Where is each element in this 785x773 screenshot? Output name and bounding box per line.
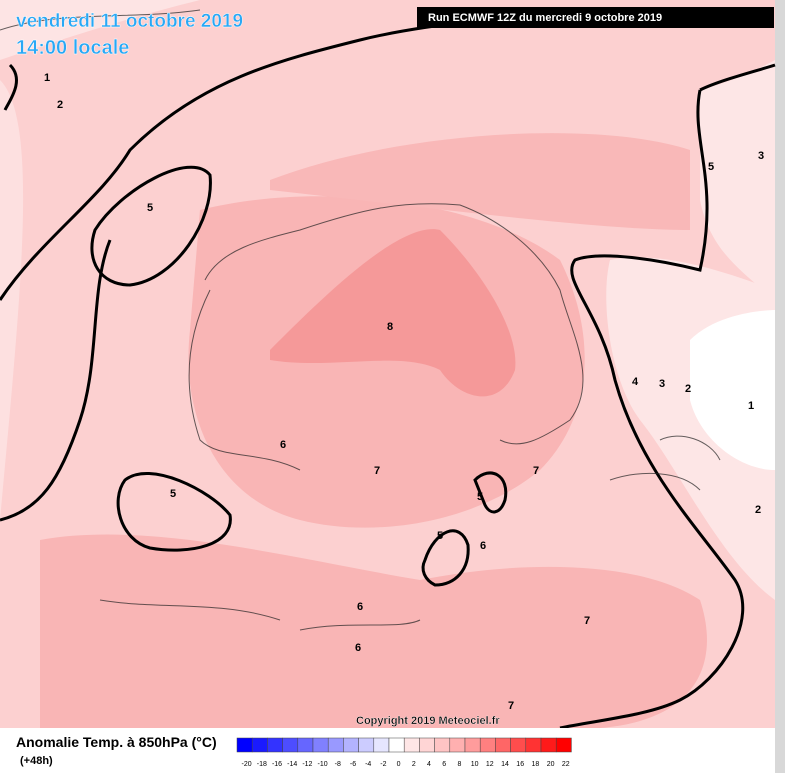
scale-label: -2 [380, 761, 386, 768]
scale-swatch [373, 737, 390, 753]
scale-swatch [343, 737, 359, 753]
scale-label: -12 [302, 761, 312, 768]
legend-lead: (+48h) [20, 755, 53, 767]
scale-swatch [358, 737, 375, 753]
scale-label: 18 [532, 761, 540, 768]
scale-swatch [510, 737, 527, 753]
scale-swatch [464, 737, 481, 753]
light-zone [700, 60, 775, 300]
contour-label: 5 [477, 491, 483, 503]
scale-label: 12 [486, 761, 494, 768]
scale-swatch [434, 737, 451, 753]
contour-label: 1 [748, 400, 754, 412]
light-zone [0, 80, 24, 520]
scale-swatch [388, 737, 405, 753]
scale-swatch [495, 737, 511, 753]
light-zone [0, 0, 200, 60]
scale-swatch [297, 737, 314, 753]
scale-swatch [267, 737, 283, 753]
scale-swatch [540, 737, 557, 753]
scale-swatch [312, 737, 329, 753]
scale-label: -18 [257, 761, 267, 768]
scale-label: -16 [272, 761, 282, 768]
scale-label: 22 [562, 761, 570, 768]
scale-label: -20 [242, 761, 252, 768]
date-title: vendredi 11 octobre 2019 [16, 11, 243, 32]
contour-label: 5 [708, 161, 714, 173]
scale-swatch [282, 737, 299, 753]
scale-label: 16 [516, 761, 524, 768]
scale-label: 10 [471, 761, 479, 768]
contour-lines [0, 8, 776, 730]
scale-label: 6 [442, 761, 446, 768]
scale-swatch [555, 737, 572, 753]
scale-label: -10 [318, 761, 328, 768]
scale-label: -8 [335, 761, 341, 768]
contour-label: 6 [357, 601, 363, 613]
hot-zone [270, 229, 516, 397]
contour-label: 5 [170, 488, 176, 500]
contour-label: 5 [437, 530, 443, 542]
scale-swatch [236, 737, 253, 753]
scale-swatch [327, 737, 344, 753]
scale-label: -4 [365, 761, 371, 768]
run-info: Run ECMWF 12Z du mercredi 9 octobre 2019 [428, 12, 662, 24]
contour-label: 3 [659, 378, 665, 390]
scale-label: 14 [501, 761, 509, 768]
time-title: 14:00 locale [16, 37, 129, 59]
contour-label: 5 [147, 202, 153, 214]
scale-label: -6 [350, 761, 356, 768]
contour-label: 7 [533, 465, 539, 477]
warm-zone [270, 133, 690, 230]
coastlines [0, 9, 721, 631]
side-strip [775, 0, 785, 773]
scale-swatch [419, 737, 435, 753]
scale-label: 8 [457, 761, 461, 768]
contour-label: 7 [508, 700, 514, 712]
scale-swatch [479, 737, 496, 753]
scale-label: 20 [547, 761, 555, 768]
contour-label: 6 [355, 642, 361, 654]
scale-swatch [525, 737, 542, 753]
contour-label: 1 [44, 72, 50, 84]
warm-zone [188, 196, 585, 528]
scale-swatch [449, 737, 466, 753]
run-box [417, 7, 774, 28]
contour-label: 6 [280, 439, 286, 451]
legend-title: Anomalie Temp. à 850hPa (°C) [16, 734, 217, 750]
copyright: Copyright 2019 Meteociel.fr [356, 715, 500, 727]
contour-label: 4 [632, 376, 639, 388]
scale-label: 4 [427, 761, 431, 768]
contour-label: 3 [758, 150, 764, 162]
scale-swatch [251, 737, 268, 753]
contour-label: 2 [57, 99, 63, 111]
scale-label: -14 [287, 761, 297, 768]
contour-label: 7 [374, 465, 380, 477]
scale-label: 2 [412, 761, 416, 768]
white-zone [690, 310, 775, 470]
contour-label: 2 [755, 504, 761, 516]
scale-swatch [403, 737, 420, 753]
contour-label: 2 [685, 383, 691, 395]
warm-zone [40, 534, 707, 728]
contour-label: 7 [584, 615, 590, 627]
contour-label: 8 [387, 321, 393, 333]
contour-label: 6 [480, 540, 486, 552]
scale-label: 0 [397, 761, 401, 768]
